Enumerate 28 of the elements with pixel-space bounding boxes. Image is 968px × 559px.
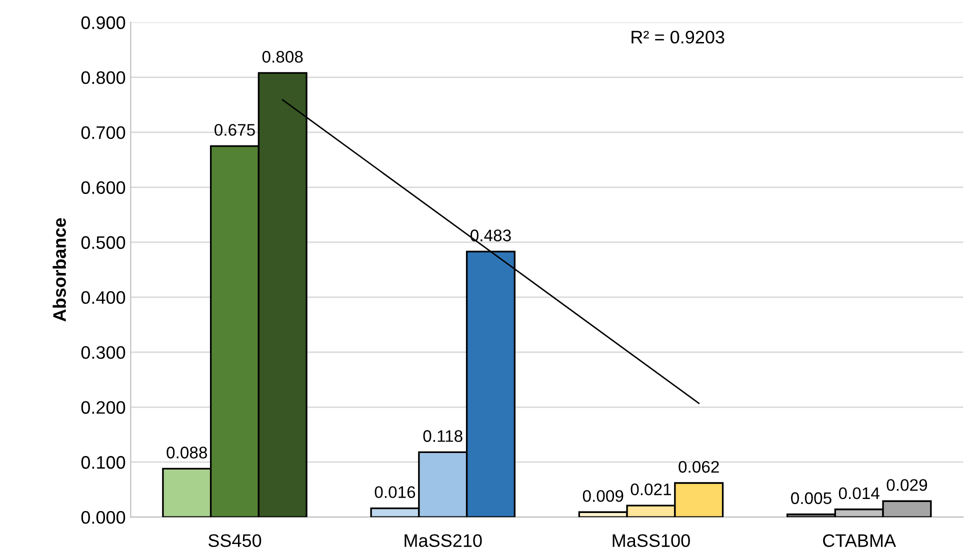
data-label: 0.483 [470, 230, 511, 242]
y-tick-label: 0.600 [81, 181, 126, 194]
x-tick-label: CTABMA [823, 534, 896, 548]
data-label: 0.016 [374, 486, 416, 498]
data-label: 0.005 [791, 492, 832, 504]
y-tick-label: 0.100 [81, 456, 126, 469]
data-label: 0.118 [423, 430, 462, 442]
data-label: 0.062 [678, 460, 719, 473]
data-label: 0.675 [214, 124, 255, 136]
y-tick-label: 0.900 [81, 16, 126, 30]
y-tick-label: 0.000 [81, 511, 126, 524]
data-label: 0.808 [262, 50, 303, 63]
data-label: 0.021 [630, 483, 672, 496]
data-label: 0.009 [582, 490, 624, 502]
x-tick-label: MaSS210 [404, 534, 482, 548]
y-tick-label: 0.800 [81, 71, 126, 84]
annotation: R² = 0.9203 [632, 30, 724, 44]
y-axis-title: Absorbance [52, 218, 66, 322]
data-label: 0.029 [886, 479, 928, 491]
y-tick-label: 0.200 [81, 401, 126, 414]
y-tick-label: 0.300 [81, 346, 126, 359]
data-label: 0.088 [166, 446, 208, 458]
y-tick-label: 0.700 [81, 126, 126, 140]
x-tick-label: MaSS100 [612, 534, 690, 548]
data-label: 0.014 [838, 487, 880, 500]
x-tick-label: SS450 [208, 534, 262, 548]
y-tick-label: 0.400 [81, 291, 126, 304]
y-tick-label: 0.500 [81, 236, 126, 249]
